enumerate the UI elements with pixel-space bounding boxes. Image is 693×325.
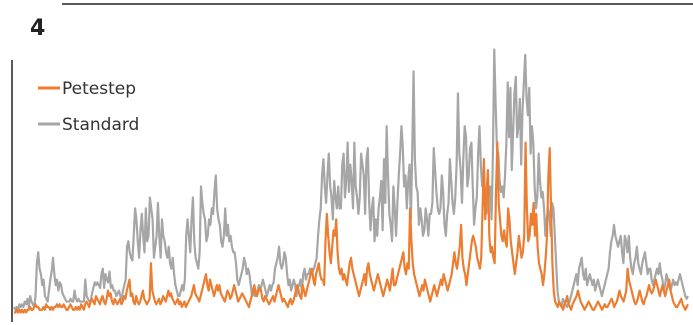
legend-label-petestep: Petestep bbox=[62, 79, 136, 99]
series-line-petestep bbox=[14, 141, 689, 314]
legend-label-standard: Standard bbox=[62, 115, 139, 135]
legend: Petestep Standard bbox=[38, 79, 139, 135]
panel-number: 4 bbox=[30, 16, 45, 41]
plot-area bbox=[13, 48, 689, 314]
series-line-standard bbox=[13, 48, 689, 311]
